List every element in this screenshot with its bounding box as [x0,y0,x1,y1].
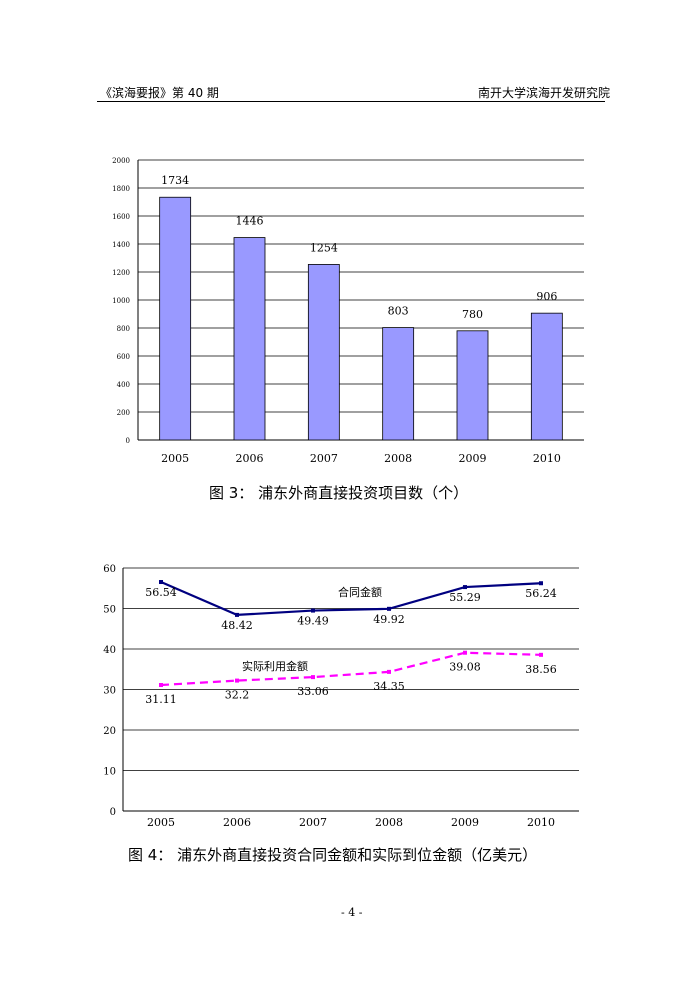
data-label: 1254 [310,241,338,254]
y-tick-label: 0 [126,437,130,445]
data-label: 1446 [236,215,264,228]
data-label: 49.92 [373,613,405,626]
x-tick-label: 2005 [161,452,189,465]
data-point [235,678,239,683]
y-tick-label: 60 [103,564,116,575]
x-tick-label: 2007 [299,816,327,829]
y-tick-label: 400 [117,381,130,389]
y-tick-label: 1600 [112,213,130,221]
y-tick-label: 10 [103,767,116,778]
figure4-caption: 图 4： 浦东外商直接投资合同金额和实际到位金额（亿美元） [128,846,538,864]
data-label: 39.08 [449,661,481,674]
data-label: 906 [536,290,557,303]
data-point [463,650,467,655]
data-point [311,675,315,680]
x-tick-label: 2006 [236,452,264,465]
figure3-caption: 图 3： 浦东外商直接投资项目数（个） [209,484,469,502]
data-label: 32.2 [225,689,250,702]
series-name-label: 实际利用金额 [242,659,308,673]
data-point [159,683,163,688]
data-point [159,580,163,585]
data-label: 34.35 [373,680,405,693]
y-tick-label: 200 [117,409,130,417]
y-tick-label: 1400 [112,241,130,249]
bar [530,312,563,441]
bar [159,196,192,441]
x-tick-label: 2006 [223,816,251,829]
data-label: 38.56 [525,663,557,676]
x-tick-label: 2005 [147,816,175,829]
x-tick-label: 2007 [310,452,338,465]
data-point [311,608,315,613]
data-label: 1734 [161,174,189,187]
y-tick-label: 20 [103,726,116,737]
data-label: 49.49 [297,615,329,628]
series-name-label: 合同金额 [338,585,382,599]
header-rule [97,101,605,102]
y-tick-label: 40 [103,645,116,656]
page-number: - 4 - [341,906,363,919]
data-point [463,585,467,590]
data-label: 56.24 [525,587,557,600]
y-tick-label: 1000 [112,297,130,305]
data-label: 803 [388,305,409,318]
header-journal-issue: 《滨海要报》第 40 期 [100,86,219,100]
data-point [539,652,543,657]
data-label: 56.54 [145,586,177,599]
bar [233,237,266,441]
data-label: 31.11 [145,693,177,706]
y-tick-label: 1200 [112,269,130,277]
y-tick-label: 1800 [112,185,130,193]
x-tick-label: 2008 [384,452,412,465]
bar [307,264,340,441]
y-tick-label: 2000 [112,157,130,165]
x-tick-label: 2008 [375,816,403,829]
bar [456,330,489,441]
x-tick-label: 2009 [459,452,487,465]
data-point [539,581,543,586]
y-tick-label: 50 [103,605,116,616]
data-label: 33.06 [297,685,329,698]
bar [382,327,415,441]
data-label: 48.42 [221,619,253,632]
data-point [387,669,391,674]
y-tick-label: 30 [103,686,116,697]
series-line [160,651,542,687]
data-point [387,606,391,611]
x-tick-label: 2010 [527,816,555,829]
x-tick-label: 2009 [451,816,479,829]
data-label: 55.29 [449,591,481,604]
data-label: 780 [462,308,483,321]
header-institution: 南开大学滨海开发研究院 [478,86,611,100]
y-tick-label: 800 [117,325,130,333]
x-tick-label: 2010 [533,452,561,465]
data-point [235,612,239,617]
series-line [160,581,542,617]
y-tick-label: 600 [117,353,130,361]
y-tick-label: 0 [110,807,116,818]
